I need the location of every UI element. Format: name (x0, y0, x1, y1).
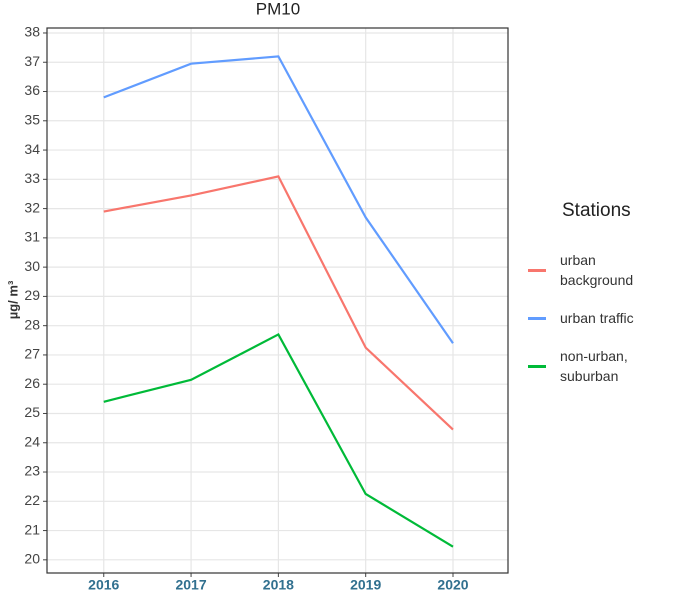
y-tick-label: 37 (24, 53, 40, 69)
y-tick-label: 27 (24, 346, 40, 362)
legend-entry: urban background (528, 250, 678, 290)
y-tick-label: 30 (24, 258, 40, 274)
y-tick-label: 31 (24, 229, 40, 245)
y-tick-label: 36 (24, 82, 40, 98)
legend-title: Stations (562, 200, 631, 221)
plot-background (47, 28, 508, 573)
legend-key (528, 268, 546, 272)
y-tick-label: 20 (24, 551, 40, 567)
series-line (103, 175, 454, 431)
legend-key (528, 364, 546, 368)
x-tick-label: 2016 (88, 577, 119, 593)
x-tick-label: 2020 (437, 577, 468, 593)
y-tick-label: 32 (24, 199, 40, 215)
x-tick-label: 2017 (175, 577, 206, 593)
y-tick-label: 21 (24, 521, 40, 537)
y-tick-label: 38 (24, 24, 40, 40)
y-tick-label: 29 (24, 287, 40, 303)
x-tick-label: 2019 (350, 577, 381, 593)
y-tick-label: 34 (24, 141, 40, 157)
y-tick-label: 23 (24, 463, 40, 479)
y-tick-label: 33 (24, 170, 40, 186)
legend-entry: non-urban, suburban (528, 346, 678, 386)
y-tick-label: 26 (24, 375, 40, 391)
y-tick-label: 22 (24, 492, 40, 508)
chart-title: PM10 (256, 0, 300, 18)
series-line (103, 332, 454, 548)
y-tick-label: 25 (24, 404, 40, 420)
y-axis-label: µg/ m³ (5, 280, 20, 319)
legend: Stations urban background urban traffic no… (528, 200, 678, 404)
legend-label: urban traffic (560, 310, 634, 326)
y-tick-label: 35 (24, 111, 40, 127)
x-tick-label: 2018 (263, 577, 294, 593)
y-tick-label: 28 (24, 316, 40, 332)
legend-key (528, 316, 546, 320)
legend-label: non-urban, suburban (560, 348, 628, 384)
y-tick-label: 24 (24, 433, 40, 449)
plot-border (46, 27, 509, 574)
legend-entry: urban traffic (528, 308, 678, 328)
legend-label: urban background (560, 252, 634, 288)
series-line (103, 55, 454, 344)
